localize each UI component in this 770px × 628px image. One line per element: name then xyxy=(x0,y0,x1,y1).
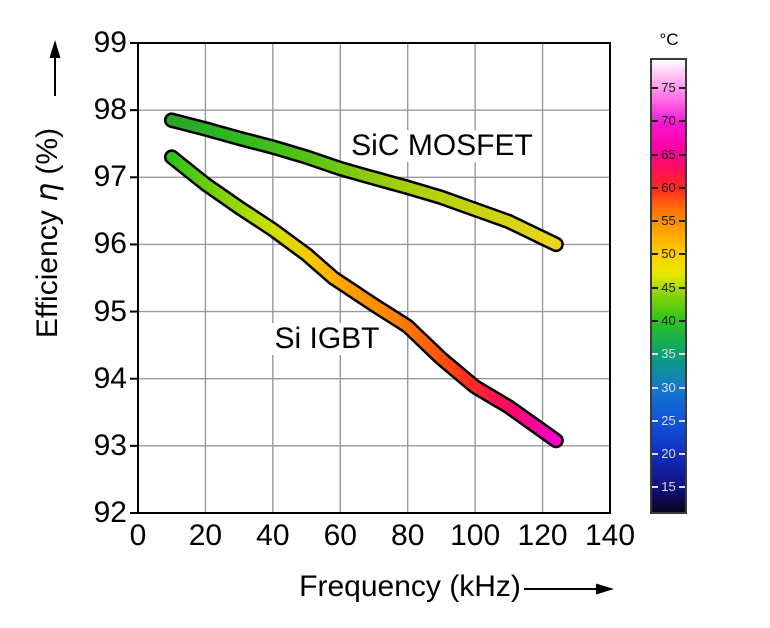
x-tick-label: 120 xyxy=(517,519,568,552)
colorbar-tick-mark xyxy=(652,353,658,356)
x-tick-label: 0 xyxy=(129,519,147,552)
colorbar-tick-mark xyxy=(652,186,658,189)
y-tick-label: 97 xyxy=(93,160,127,194)
colorbar-tick-mark xyxy=(679,120,685,123)
y-tick-label: 99 xyxy=(93,26,127,59)
y-tick-label: 98 xyxy=(93,93,127,127)
colorbar-tick-label: 25 xyxy=(661,412,676,428)
colorbar-tick-mark xyxy=(679,386,685,389)
y-tick-label: 96 xyxy=(93,227,127,261)
y-tick-label: 92 xyxy=(93,496,127,529)
x-tick-label: 40 xyxy=(256,519,290,552)
x-tick-label: 60 xyxy=(323,519,357,552)
colorbar-tick-mark xyxy=(679,286,685,289)
colorbar-tick-label: 55 xyxy=(661,213,676,229)
colorbar-tick-mark xyxy=(679,453,685,456)
colorbar-tick-mark xyxy=(679,153,685,156)
colorbar-tick-mark xyxy=(652,86,658,89)
x-tick-label: 20 xyxy=(188,519,223,552)
colorbar-tick-mark xyxy=(652,253,658,256)
plot-border xyxy=(137,42,611,514)
colorbar-tick-label: 70 xyxy=(661,113,676,129)
colorbar-tick-mark xyxy=(679,419,685,422)
colorbar-tick-mark xyxy=(679,486,685,489)
colorbar-tick-mark xyxy=(679,319,685,322)
colorbar-tick-mark xyxy=(679,253,685,256)
x-axis-label: Frequency (kHz) xyxy=(299,570,521,603)
colorbar-tick-mark xyxy=(652,220,658,223)
colorbar-tick-mark xyxy=(652,486,658,489)
y-tick-label: 94 xyxy=(93,361,127,395)
colorbar-tick-mark xyxy=(652,153,658,156)
colorbar-tick-label: 60 xyxy=(661,179,676,195)
colorbar-tick-mark xyxy=(652,286,658,289)
colorbar-tick-mark xyxy=(679,220,685,223)
y-axis-arrow-head xyxy=(49,40,61,58)
curve-si-igbt xyxy=(166,151,562,446)
colorbar-tick-mark xyxy=(652,120,658,123)
colorbar-tick-label: 45 xyxy=(661,279,676,295)
x-tick-label: 80 xyxy=(391,519,425,552)
x-axis-arrow-head xyxy=(596,583,614,595)
colorbar-gradient xyxy=(650,58,687,514)
colorbar-tick-mark xyxy=(679,353,685,356)
colorbar-tick-mark xyxy=(679,86,685,89)
colorbar-tick-mark xyxy=(652,419,658,422)
x-tick-label: 100 xyxy=(450,519,501,552)
y-tick-label: 93 xyxy=(93,428,127,462)
colorbar-tick-mark xyxy=(652,386,658,389)
colorbar-title: °C xyxy=(659,30,679,49)
series-label-si-igbt: Si IGBT xyxy=(268,323,386,355)
series-label-sic-mosfet: SiC MOSFET xyxy=(345,130,539,162)
colorbar-tick-label: 50 xyxy=(661,246,676,262)
colorbar-tick-label: 65 xyxy=(661,146,676,162)
colorbar-tick-mark xyxy=(652,453,658,456)
curve-sic-mosfet xyxy=(166,114,562,250)
colorbar-tick-mark xyxy=(652,319,658,322)
colorbar-tick-label: 15 xyxy=(661,479,676,495)
colorbar-tick-label: 75 xyxy=(661,79,676,95)
colorbar-tick-label: 40 xyxy=(661,312,676,328)
colorbar-tick-mark xyxy=(679,186,685,189)
x-tick-label: 140 xyxy=(584,519,636,552)
colorbar-tick-label: 35 xyxy=(661,346,676,362)
y-tick-label: 95 xyxy=(93,294,127,328)
colorbar-tick-label: 30 xyxy=(661,379,676,395)
colorbar-tick-label: 20 xyxy=(661,446,676,462)
